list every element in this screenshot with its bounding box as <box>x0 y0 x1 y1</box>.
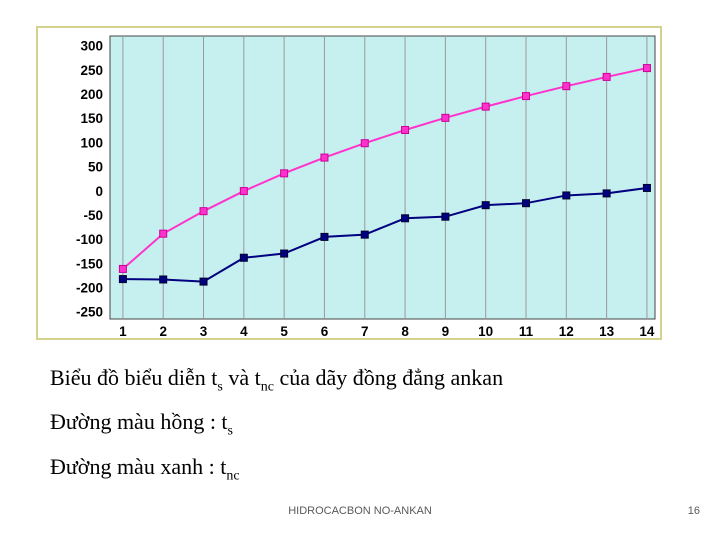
series-ts-marker <box>118 264 127 273</box>
series-tnc-marker <box>239 253 248 262</box>
svg-text:6: 6 <box>321 324 329 338</box>
svg-text:-50: -50 <box>83 208 103 223</box>
series-tnc-marker <box>360 230 369 239</box>
series-tnc-marker <box>481 201 490 210</box>
svg-text:5: 5 <box>280 324 288 338</box>
chart-frame: 300 250 200 150 100 50 0 -50 -100 -150 -200 -250 1 2 3… <box>36 26 662 340</box>
svg-text:200: 200 <box>80 87 103 102</box>
series-tnc-line <box>122 186 648 283</box>
caption-text: và t <box>222 365 261 390</box>
caption-line-3: Đường màu xanh : tnc <box>50 449 503 493</box>
caption-subscript: nc <box>226 468 240 484</box>
series-ts-line <box>122 67 648 270</box>
caption-text: Đường màu hồng : t <box>50 409 228 435</box>
caption-subscript: s <box>227 423 233 439</box>
x-axis-labels: 1 2 3 4 5 6 7 8 9 10 11 12 13 14 <box>119 324 655 339</box>
series-ts-marker <box>280 169 289 178</box>
series-tnc-marker <box>441 212 450 221</box>
series-ts-marker <box>522 92 531 101</box>
chart-caption: Biểu đồ biểu diễn ts và tnc của dãy đồng… <box>50 360 503 493</box>
svg-text:0: 0 <box>95 184 103 199</box>
y-axis-labels: 300 250 200 150 100 50 0 -50 -100 -150 -200 -250 <box>76 39 103 320</box>
svg-text:8: 8 <box>401 324 409 338</box>
svg-text:10: 10 <box>478 324 493 338</box>
svg-text:2: 2 <box>159 324 167 338</box>
series-ts-marker <box>441 113 450 122</box>
caption-subscript: s <box>217 379 223 395</box>
caption-text: Đường màu xanh : t <box>50 453 227 479</box>
svg-text:-200: -200 <box>76 281 103 296</box>
svg-text:50: 50 <box>88 160 103 175</box>
svg-text:-100: -100 <box>76 232 103 247</box>
series-tnc-marker <box>522 199 531 208</box>
caption-line-2: Đường màu hồng : ts <box>50 404 503 448</box>
svg-text:-150: -150 <box>76 256 103 271</box>
series-tnc <box>118 183 651 286</box>
svg-text:250: 250 <box>80 63 103 78</box>
svg-text:-250: -250 <box>76 305 103 320</box>
series-tnc-marker <box>199 277 208 286</box>
caption-subscript: nc <box>260 379 274 395</box>
series-tnc-marker <box>159 275 168 284</box>
svg-text:7: 7 <box>361 324 369 338</box>
series-tnc-marker <box>401 214 410 223</box>
series-ts-marker <box>602 72 611 81</box>
svg-text:100: 100 <box>80 135 103 150</box>
series-tnc-marker <box>642 183 651 192</box>
series-tnc-marker <box>118 275 127 284</box>
svg-text:4: 4 <box>240 324 248 338</box>
svg-text:11: 11 <box>519 324 534 338</box>
svg-text:3: 3 <box>200 324 208 338</box>
series-ts <box>118 64 651 273</box>
series-ts-marker <box>360 139 369 148</box>
series-ts-marker <box>481 102 490 111</box>
svg-text:14: 14 <box>639 324 655 338</box>
series-tnc-marker <box>280 249 289 258</box>
series-ts-marker <box>239 187 248 196</box>
svg-text:300: 300 <box>80 39 103 54</box>
page-number: 16 <box>687 505 700 517</box>
series-ts-marker <box>199 207 208 216</box>
svg-text:13: 13 <box>599 324 615 338</box>
series-ts-marker <box>320 153 329 162</box>
svg-text:12: 12 <box>559 324 574 338</box>
series-ts-marker <box>159 229 168 238</box>
svg-text:150: 150 <box>80 111 103 126</box>
series-ts-marker <box>562 82 571 91</box>
footer-title: HIDROCACBON NO-ANKAN <box>288 505 432 517</box>
series-ts-marker <box>642 64 651 73</box>
svg-text:1: 1 <box>119 324 127 338</box>
series-ts-marker <box>401 125 410 134</box>
series-tnc-marker <box>562 191 571 200</box>
series-tnc-marker <box>320 232 329 241</box>
series-tnc-marker <box>602 189 611 198</box>
plot-area <box>109 35 656 320</box>
caption-text: của dãy đồng đẳng ankan <box>273 365 504 390</box>
caption-line-1: Biểu đồ biểu diễn ts và tnc của dãy đồng… <box>50 360 503 404</box>
caption-text: Biểu đồ biểu diễn t <box>50 365 218 390</box>
svg-text:9: 9 <box>442 324 450 338</box>
